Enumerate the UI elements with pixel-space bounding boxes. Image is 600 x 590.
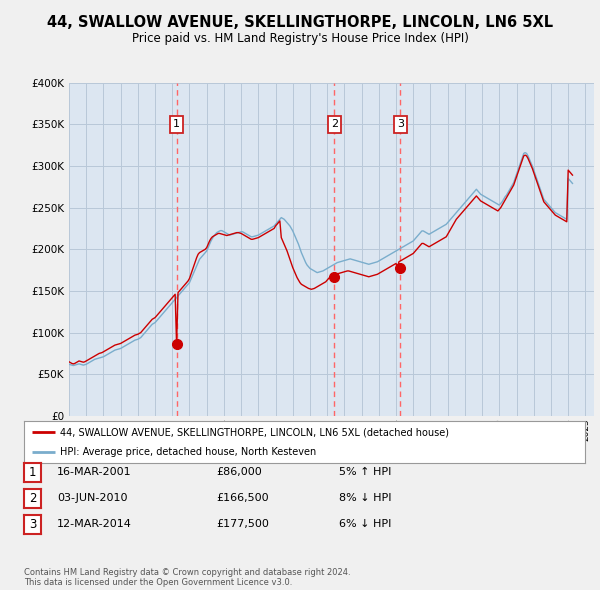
Text: 03-JUN-2010: 03-JUN-2010 bbox=[57, 493, 128, 503]
Text: 3: 3 bbox=[29, 518, 36, 531]
Text: 44, SWALLOW AVENUE, SKELLINGTHORPE, LINCOLN, LN6 5XL (detached house): 44, SWALLOW AVENUE, SKELLINGTHORPE, LINC… bbox=[61, 427, 449, 437]
Text: 2: 2 bbox=[331, 119, 338, 129]
Text: 1: 1 bbox=[29, 466, 36, 479]
Text: Price paid vs. HM Land Registry's House Price Index (HPI): Price paid vs. HM Land Registry's House … bbox=[131, 32, 469, 45]
Text: Contains HM Land Registry data © Crown copyright and database right 2024.
This d: Contains HM Land Registry data © Crown c… bbox=[24, 568, 350, 587]
Text: 44, SWALLOW AVENUE, SKELLINGTHORPE, LINCOLN, LN6 5XL: 44, SWALLOW AVENUE, SKELLINGTHORPE, LINC… bbox=[47, 15, 553, 30]
Text: 2: 2 bbox=[29, 492, 36, 505]
Text: £166,500: £166,500 bbox=[216, 493, 269, 503]
Text: £177,500: £177,500 bbox=[216, 519, 269, 529]
Text: 6% ↓ HPI: 6% ↓ HPI bbox=[339, 519, 391, 529]
Text: HPI: Average price, detached house, North Kesteven: HPI: Average price, detached house, Nort… bbox=[61, 447, 317, 457]
Text: 1: 1 bbox=[173, 119, 180, 129]
Text: 16-MAR-2001: 16-MAR-2001 bbox=[57, 467, 131, 477]
Text: 5% ↑ HPI: 5% ↑ HPI bbox=[339, 467, 391, 477]
Text: 12-MAR-2014: 12-MAR-2014 bbox=[57, 519, 132, 529]
Text: £86,000: £86,000 bbox=[216, 467, 262, 477]
Text: 3: 3 bbox=[397, 119, 404, 129]
Text: 8% ↓ HPI: 8% ↓ HPI bbox=[339, 493, 391, 503]
